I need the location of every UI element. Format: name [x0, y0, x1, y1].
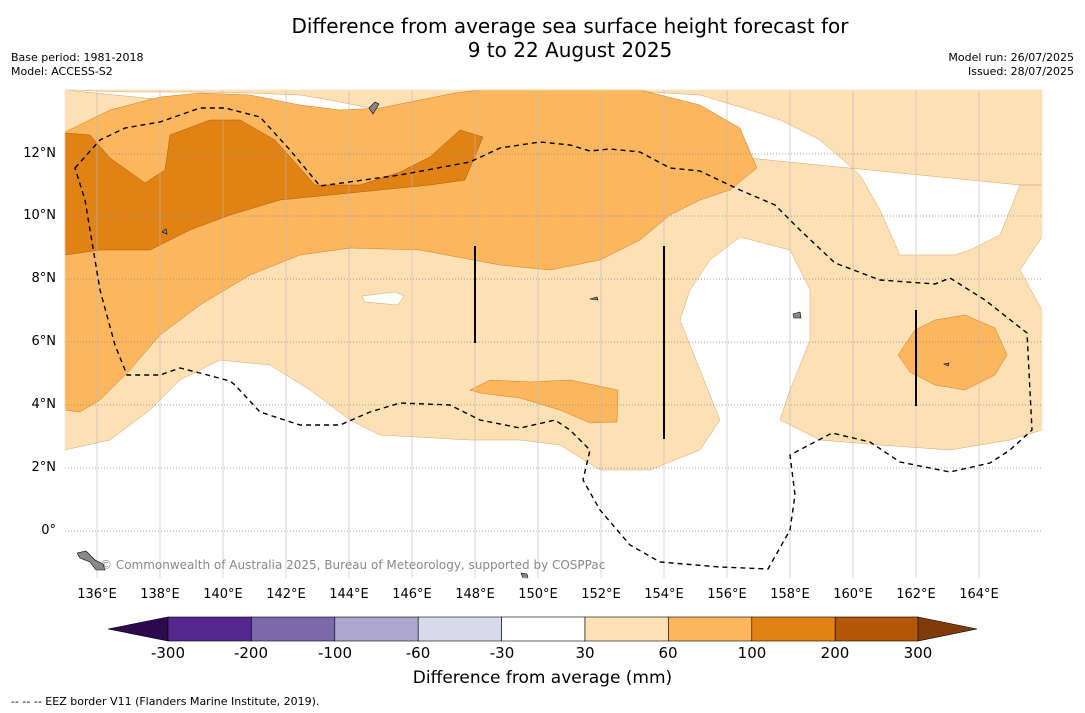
lon-label-144e: 144°E [329, 587, 369, 602]
lon-label-146e: 146°E [392, 587, 432, 602]
lon-label-138e: 138°E [140, 587, 180, 602]
contour-fills [64, 89, 1043, 471]
lon-label-164e: 164°E [959, 587, 999, 602]
lon-label-152e: 152°E [581, 587, 621, 602]
colorbar-label-1: -300 [150, 644, 186, 662]
lon-label-162e: 162°E [896, 587, 936, 602]
colorbar-label-2: -200 [233, 644, 269, 662]
lon-label-156e: 156°E [707, 587, 747, 602]
colorbar-low-extend [107, 616, 169, 642]
colorbar [107, 616, 978, 642]
lon-label-154e: 154°E [644, 587, 684, 602]
gridlines [96, 90, 980, 578]
eez-footnote: -- -- -- EEZ border V11 (Flanders Marine… [11, 695, 320, 708]
base-period: Base period: 1981-2018 [11, 51, 144, 64]
colorbar-label-9: 200 [820, 644, 850, 662]
map-title: Difference from average sea surface heig… [0, 14, 1085, 62]
fill-100-200 [64, 119, 484, 256]
colorbar-seg-7 [668, 616, 753, 642]
colorbar-seg-6 [584, 616, 669, 642]
colorbar-title: Difference from average (mm) [412, 668, 673, 688]
colorbar-seg-5 [501, 616, 586, 642]
lat-label-8n: 8°N [31, 271, 57, 286]
fill-60-100-south [469, 379, 619, 424]
lon-label-140e: 140°E [203, 587, 243, 602]
lon-label-160e: 160°E [833, 587, 873, 602]
fill-60-100-east [897, 314, 1008, 391]
lon-label-142e: 142°E [266, 587, 306, 602]
colorbar-seg-4 [417, 616, 502, 642]
colorbar-label-10: 300 [903, 644, 933, 662]
vertical-markers [474, 246, 917, 439]
issued-date: Issued: 28/07/2025 [967, 65, 1074, 78]
map-frame [64, 89, 1043, 579]
lat-label-10n: 10°N [23, 208, 56, 223]
model-run: Model run: 26/07/2025 [948, 51, 1074, 64]
islands [76, 101, 950, 579]
colorbar-label-4: -60 [405, 644, 431, 662]
colorbar-seg-2 [251, 616, 336, 642]
colorbar-high-extend [917, 616, 978, 642]
lon-label-148e: 148°E [455, 587, 495, 602]
title-line-2: 9 to 22 August 2025 [467, 38, 673, 62]
colorbar-seg-1 [167, 616, 252, 642]
meta-left: Base period: 1981-2018 Model: ACCESS-S2 [11, 51, 143, 79]
meta-right: Model run: 26/07/2025 Issued: 28/07/2025 [948, 51, 1074, 79]
colorbar-label-5: -30 [489, 644, 515, 662]
lat-label-12n: 12°N [23, 146, 56, 161]
title-line-1: Difference from average sea surface heig… [291, 14, 849, 38]
colorbar-label-3: -100 [317, 644, 353, 662]
copyright-credit: © Commonwealth of Australia 2025, Bureau… [100, 558, 606, 572]
white-patch [361, 291, 405, 306]
lat-label-6n: 6°N [31, 334, 57, 349]
colorbar-seg-9 [834, 616, 919, 642]
colorbar-seg-8 [751, 616, 836, 642]
lat-gridlines [65, 153, 1042, 532]
lon-label-150e: 150°E [518, 587, 558, 602]
model-name: Model: ACCESS-S2 [11, 65, 113, 78]
colorbar-label-8: 100 [737, 644, 767, 662]
colorbar-label-7: 60 [658, 644, 678, 662]
colorbar-label-6: 30 [575, 644, 595, 662]
lon-label-158e: 158°E [770, 587, 810, 602]
colorbar-seg-3 [334, 616, 419, 642]
lat-label-4n: 4°N [31, 397, 57, 412]
lat-label-0: 0° [41, 523, 56, 538]
eez-border [74, 107, 1033, 570]
lon-label-136e: 136°E [77, 587, 117, 602]
lat-label-2n: 2°N [31, 460, 57, 475]
